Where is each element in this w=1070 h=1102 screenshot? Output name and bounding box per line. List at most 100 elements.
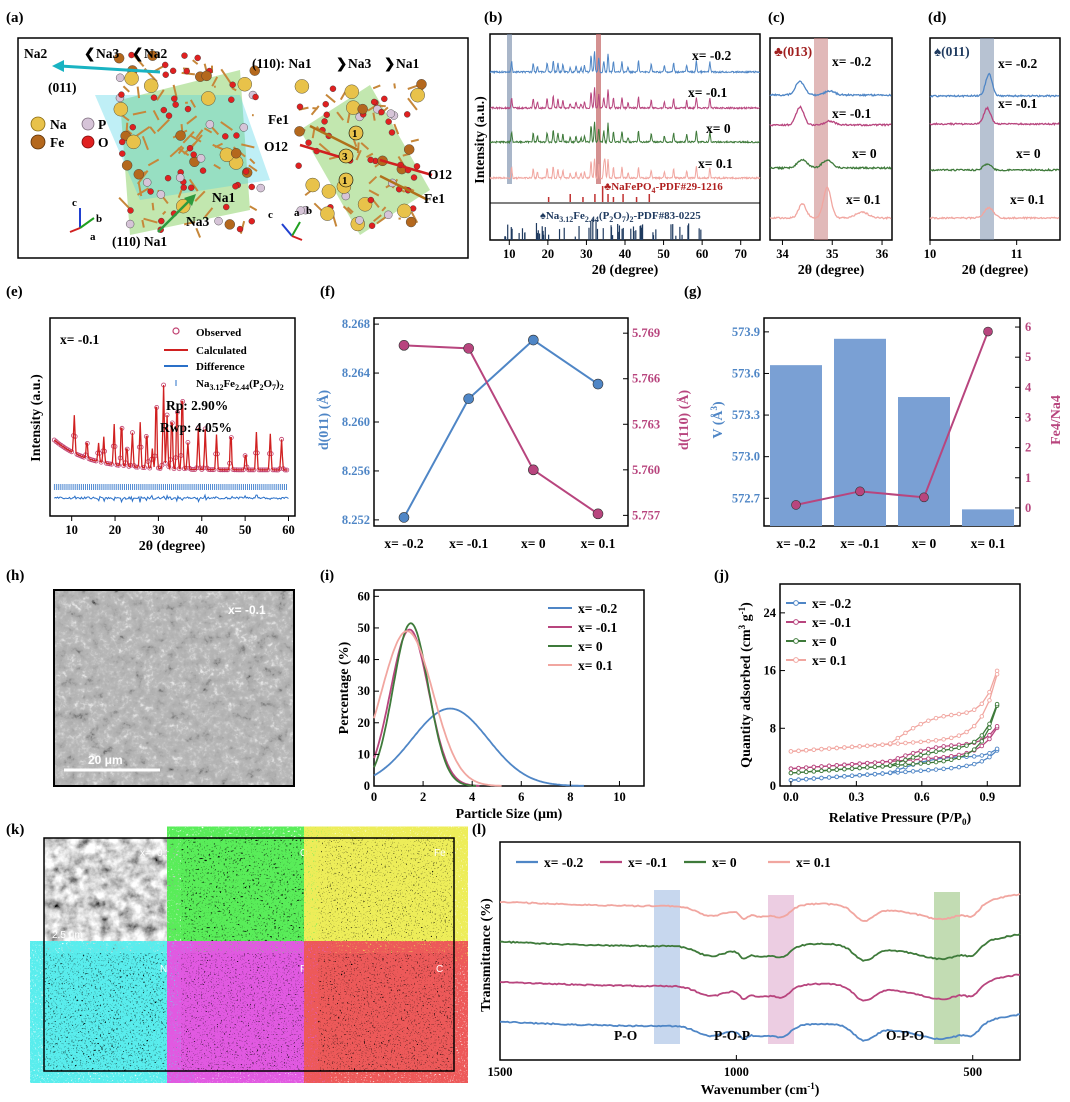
svg-text:(k): (k) (6, 822, 24, 838)
atom (128, 51, 135, 59)
atom (169, 67, 177, 75)
tick-label: 10 (503, 247, 516, 261)
atom-legend: Na P Fe O (30, 116, 109, 150)
j-point (979, 701, 985, 707)
panel-c-frame (769, 37, 893, 241)
bond (141, 135, 149, 151)
bond (186, 115, 198, 125)
atom (296, 206, 305, 215)
svg-text:(e): (e) (6, 284, 23, 300)
legend-fe: Fe (50, 135, 64, 150)
svg-text:Intensity (a.u.): Intensity (a.u.) (29, 374, 44, 462)
j-point (872, 743, 878, 748)
j-point (941, 744, 946, 749)
bond (177, 146, 185, 155)
f-ytick: 8.252 (342, 513, 370, 527)
atom (121, 160, 133, 171)
bond (162, 210, 167, 215)
j-point (971, 747, 977, 752)
bond (372, 112, 376, 121)
j-point (964, 752, 969, 757)
j-point (994, 668, 1000, 674)
g-category: x= -0.2 (776, 536, 815, 551)
atom (367, 156, 374, 164)
j-point (987, 725, 992, 730)
i-xtick: 8 (567, 790, 573, 804)
j-xtick: 0.9 (979, 790, 995, 804)
j-point (926, 756, 931, 761)
atom (357, 103, 368, 115)
tick-label: 30 (580, 247, 593, 261)
j-point (926, 738, 931, 744)
j-point (903, 740, 908, 746)
svg-text:Na: Na (160, 964, 173, 975)
atom (180, 184, 187, 191)
j-point (933, 749, 939, 754)
atom (222, 133, 229, 140)
g-ytick2: 6 (1025, 320, 1031, 334)
observed-point (69, 449, 75, 455)
j-point (819, 746, 824, 752)
atom (230, 148, 242, 159)
tick-label: 20 (542, 247, 555, 261)
l-legend-label: x= -0.1 (628, 855, 667, 870)
svg-text:x= 0: x= 0 (1016, 146, 1041, 161)
bond (325, 93, 336, 104)
j-point (918, 752, 923, 758)
i-ytick: 40 (358, 653, 371, 667)
band-pop: P-O-P (714, 1028, 750, 1043)
atom (175, 173, 185, 182)
svg-text:1: 1 (352, 128, 358, 140)
j-point (918, 748, 923, 754)
d-marker: ♠(011) (934, 44, 970, 59)
atom (127, 207, 134, 214)
svg-text:x= 0.1: x= 0.1 (1010, 192, 1045, 207)
atom (252, 93, 259, 101)
b-series-1: x= -0.1 (688, 85, 727, 100)
atom (150, 94, 158, 101)
bond (381, 206, 387, 212)
j-point (796, 748, 801, 754)
j-point (842, 745, 847, 750)
j-point (987, 751, 992, 756)
atom (249, 65, 260, 76)
j-point (994, 723, 1000, 729)
svg-text:Percentage (%): Percentage (%) (337, 641, 352, 734)
j-legend-label: x= -0.2 (812, 596, 851, 611)
i-legend-label: x= -0.1 (578, 620, 617, 635)
j-point (895, 741, 901, 746)
atom (201, 91, 216, 106)
bond (372, 84, 381, 90)
tick-label: 30 (152, 523, 165, 537)
bond (156, 118, 170, 133)
tick-label: 10 (924, 247, 937, 261)
atom (144, 78, 159, 93)
xrd-curves (489, 51, 761, 181)
svg-text:(g): (g) (684, 284, 702, 300)
atom (386, 109, 396, 118)
atom (296, 103, 304, 110)
bond (152, 109, 160, 121)
panel-d: (d) ♠(011) x= -0.2 x= -0.1 x= 0 x= 0.1 1… (924, 10, 1061, 278)
difference-curve (54, 493, 289, 504)
g-ylabel: V (Å3) (709, 401, 726, 439)
atom (119, 150, 126, 157)
path-na2-a: Na2 (24, 46, 47, 61)
atom (118, 138, 126, 146)
atom (321, 118, 328, 125)
bond (210, 125, 220, 136)
svg-text:x= -0.1: x= -0.1 (832, 106, 871, 121)
bond (141, 219, 145, 228)
bond (220, 121, 233, 131)
svg-text:(h): (h) (6, 568, 24, 584)
j-point (918, 768, 923, 774)
j-point (971, 707, 977, 713)
panel-j-frame (779, 583, 1021, 787)
atom (186, 144, 194, 152)
atom (416, 79, 427, 90)
j-point (979, 743, 985, 749)
j-point (887, 741, 893, 746)
j-point (979, 733, 985, 738)
atom (223, 203, 230, 211)
j-point (834, 745, 839, 751)
